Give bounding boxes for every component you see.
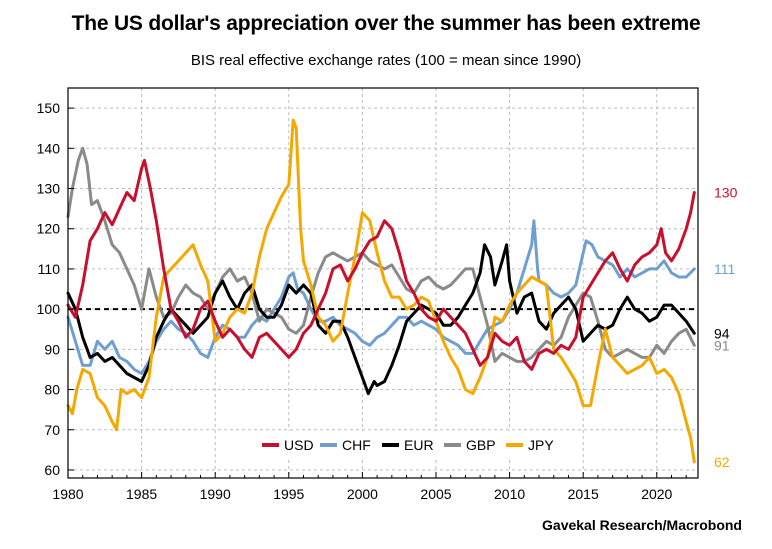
legend: USD CHF EUR GBP JPY: [250, 431, 554, 457]
y-tick-label: 140: [37, 140, 61, 156]
series-lines: [66, 118, 696, 464]
x-tick-label: 1985: [126, 486, 157, 502]
y-tick-label: 130: [37, 181, 61, 197]
y-tick-label: 80: [44, 382, 60, 398]
y-tick-label: 60: [44, 462, 60, 478]
x-tick-label: 2010: [494, 486, 525, 502]
x-tick-label: 1995: [273, 486, 304, 502]
y-tick-label: 110: [38, 261, 61, 277]
y-tick-label: 70: [44, 422, 60, 438]
chart-title: The US dollar's appreciation over the su…: [71, 12, 701, 35]
y-axis-ticks: 60 70 80 90 100 110 120 130 140 150: [37, 100, 74, 478]
x-tick-label: 2000: [347, 486, 378, 502]
series-line-gbp: [66, 146, 696, 363]
end-label-usd: 130: [714, 185, 738, 201]
legend-label-jpy: JPY: [528, 437, 554, 453]
end-label-gbp: 91: [714, 337, 730, 353]
y-tick-label: 150: [37, 100, 61, 116]
end-label-jpy: 62: [714, 454, 730, 470]
x-axis-ticks: 1980 1985 1990 1995 2000 2005 2010 2015 2020: [52, 472, 687, 502]
y-tick-label: 100: [37, 301, 61, 317]
legend-label-chf: CHF: [342, 437, 371, 453]
plot-frame: [67, 87, 699, 479]
chart-subtitle: BIS real effective exchange rates (100 =…: [190, 52, 582, 69]
x-tick-label: 2005: [420, 486, 451, 502]
x-tick-label: 2015: [568, 486, 599, 502]
source-credit: Gavekal Research/Macrobond: [542, 517, 742, 533]
x-tick-label: 1980: [52, 486, 83, 502]
x-tick-label: 1990: [200, 486, 231, 502]
series-line-usd: [66, 158, 696, 371]
legend-label-usd: USD: [284, 437, 314, 453]
series-line-chf: [66, 219, 696, 375]
legend-box: [250, 431, 550, 457]
x-tick-label: 2020: [641, 486, 672, 502]
y-tick-label: 90: [44, 341, 60, 357]
legend-label-gbp: GBP: [466, 437, 496, 453]
y-tick-label: 120: [37, 221, 61, 237]
end-label-eur: 94: [714, 325, 730, 341]
series-line-jpy: [66, 118, 696, 464]
legend-label-eur: EUR: [404, 437, 434, 453]
end-label-chf: 111: [714, 261, 735, 277]
